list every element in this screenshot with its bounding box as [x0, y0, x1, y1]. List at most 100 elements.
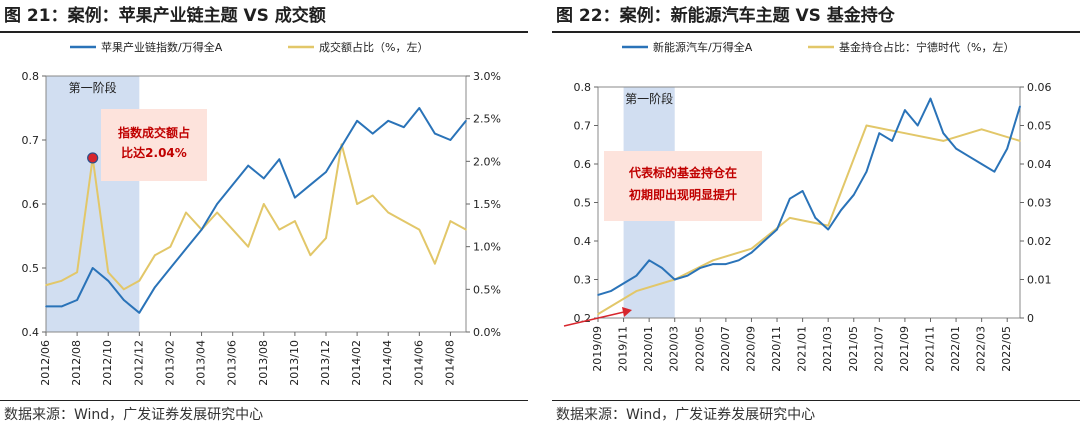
secondary-point [294, 220, 296, 222]
left-axis-tick-label: 0.4 [22, 326, 40, 339]
right-chart: 第一阶段 0.2 0.3 0.4 0.5 0.6 0.7 0.8 0 0.01 0.02 0.03 0.… [563, 40, 1052, 372]
annotation-box [101, 109, 207, 181]
secondary-point [325, 237, 327, 239]
secondary-point [980, 128, 983, 131]
x-axis-tick-label: 2020/09 [744, 326, 757, 372]
secondary-point [827, 224, 829, 227]
x-axis-tick-label: 2019/11 [617, 326, 630, 372]
left-axis-tick-label: 0.2 [574, 312, 592, 325]
annotation-box [604, 151, 762, 221]
right-axis-tick-label: 0.01 [1027, 274, 1052, 287]
index-ratio-point [852, 194, 855, 196]
x-axis-tick-label: 2020/07 [719, 326, 732, 372]
index-ratio-point [262, 177, 265, 180]
right-axis-tick-label: 0.5% [473, 283, 501, 296]
index-ratio-point [185, 248, 187, 250]
right-axis-tick-label: 0.03 [1027, 197, 1052, 210]
secondary-point [942, 140, 945, 142]
x-axis-tick-label: 2020/11 [770, 326, 783, 372]
index-ratio-point [122, 299, 125, 301]
index-ratio-point [465, 120, 467, 122]
index-ratio-point [340, 145, 343, 148]
secondary-point [185, 211, 187, 214]
left-axis-tick-label: 0.7 [22, 134, 40, 147]
index-ratio-point [309, 184, 312, 186]
peak-marker [87, 152, 99, 164]
x-axis-tick-label: 2013/12 [319, 340, 332, 386]
secondary-point [60, 280, 63, 282]
left-chart: 第一阶段 0.4 0.5 0.6 0.7 0.8 0.0% 0.5% 1.0% 1.5% 2.0% 2… [22, 40, 501, 386]
secondary-point [635, 290, 638, 292]
index-ratio-point [942, 132, 945, 134]
left-axis-tick-label: 0.5 [22, 262, 40, 275]
x-axis-tick-label: 2014/08 [443, 340, 456, 386]
x-axis-tick-label: 2021/01 [796, 326, 809, 372]
index-ratio-point [449, 139, 452, 141]
right-axis-tick-label: 0.02 [1027, 235, 1052, 248]
x-axis-tick-label: 2021/07 [872, 326, 885, 372]
index-ratio-point [418, 107, 421, 109]
index-ratio-point [673, 278, 676, 281]
trend-arrow-head [622, 307, 632, 317]
x-axis-tick-label: 2013/10 [288, 340, 301, 386]
index-ratio-point [216, 203, 218, 205]
right-top-rule [552, 31, 1080, 33]
index-ratio-point [980, 163, 983, 165]
index-ratio-point [661, 267, 663, 269]
left-top-rule [0, 31, 528, 33]
left-bottom-rule [0, 400, 528, 401]
x-axis-tick-label: 2021/03 [821, 326, 834, 372]
index-ratio-point [1019, 105, 1021, 108]
series-line-index-ratio [597, 97, 1021, 296]
index-ratio-point [993, 170, 996, 173]
secondary-point [278, 228, 281, 231]
x-axis-tick-label: 2012/06 [39, 340, 52, 386]
secondary-point [45, 284, 47, 286]
index-ratio-point [138, 312, 141, 314]
x-axis-tick-label: 2022/01 [949, 326, 962, 372]
x-axis-tick-label: 2013/04 [195, 340, 208, 386]
left-panel: 图 21：案例：苹果产业链主题 VS 成交额 第一阶段 0.4 0.5 0.6 0.7 0… [0, 0, 528, 432]
legend-label-0: 苹果产业链指数/万得全A [101, 40, 223, 54]
secondary-point [231, 228, 234, 231]
right-axis-tick-label: 1.5% [473, 198, 501, 211]
secondary-point [465, 228, 467, 231]
x-axis-tick-label: 2012/10 [101, 340, 114, 386]
secondary-point [169, 245, 172, 248]
x-axis-tick-label: 2021/05 [847, 326, 860, 372]
index-ratio-point [387, 120, 390, 122]
secondary-point [122, 288, 125, 291]
index-ratio-point [609, 290, 612, 292]
left-source: 数据来源：Wind，广发证券发展研究中心 [4, 407, 264, 423]
annotation-line-1: 比达2.04% [121, 145, 187, 160]
right-axis-tick-label: 0.06 [1027, 81, 1052, 94]
legend-label-1: 成交额占比（%，左） [319, 40, 428, 54]
index-ratio-point [865, 170, 868, 173]
index-ratio-point [801, 190, 804, 192]
x-axis-tick-label: 2012/12 [132, 340, 145, 386]
index-ratio-point [294, 196, 296, 199]
left-axis-tick-label: 0.8 [574, 81, 592, 94]
index-ratio-point [904, 109, 906, 111]
index-ratio-point [827, 228, 829, 231]
x-axis-tick-label: 2019/09 [591, 326, 604, 372]
index-ratio-point [968, 155, 970, 158]
secondary-point [750, 247, 753, 250]
index-ratio-point [763, 240, 766, 242]
secondary-point [247, 245, 250, 248]
legend-label-0: 新能源汽车/万得全A [653, 40, 753, 54]
index-ratio-point [929, 97, 932, 100]
right-bottom-rule [552, 400, 1080, 401]
annotation-line-0: 代表标的基金持仓在 [628, 165, 737, 180]
index-ratio-point [635, 274, 638, 277]
annotation-line-1: 初期即出现明显提升 [629, 187, 737, 202]
right-figure-title: 图 22：案例：新能源汽车主题 VS 基金持仓 [556, 6, 895, 26]
secondary-point [371, 194, 374, 197]
phase-one-label: 第一阶段 [69, 80, 117, 95]
right-axis-tick-label: 3.0% [473, 70, 501, 83]
secondary-point [154, 254, 156, 256]
trend-arrow-shaft [563, 311, 625, 327]
index-ratio-point [371, 132, 374, 135]
right-panel: 图 22：案例：新能源汽车主题 VS 基金持仓 第一阶段 0.2 0.3 0.4 0.5… [552, 0, 1080, 432]
index-ratio-point [776, 228, 778, 231]
